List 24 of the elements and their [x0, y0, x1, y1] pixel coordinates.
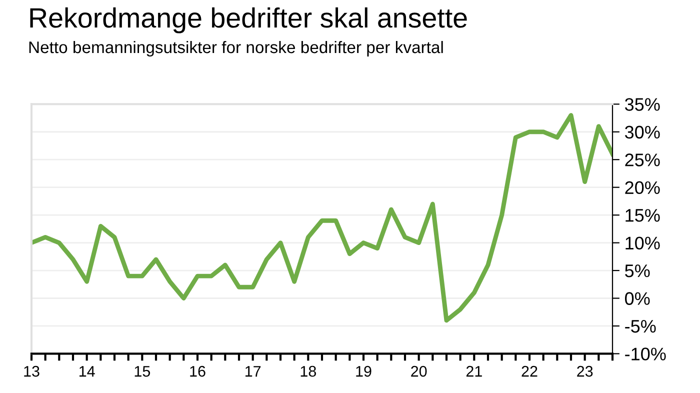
y-tick-label: 10% — [626, 236, 660, 250]
x-tick-label: 22 — [522, 366, 538, 377]
x-tick-label: 20 — [411, 366, 427, 377]
y-tick-label: 15% — [626, 209, 660, 222]
x-tick-label: 16 — [190, 366, 206, 377]
x-tick-label: 17 — [246, 366, 261, 377]
x-tick-label: 19 — [356, 366, 372, 377]
x-tick-label: 13 — [24, 366, 40, 377]
y-tick-label: 35% — [624, 98, 660, 111]
x-tick-label: 18 — [300, 366, 316, 377]
y-tick-label: 0% — [625, 292, 650, 305]
x-tick-label: 15 — [134, 366, 150, 377]
y-tick-label: -10% — [625, 348, 666, 360]
y-tick-label: 30% — [624, 126, 660, 139]
x-tick-label: 21 — [466, 366, 482, 377]
y-tick-label: 20% — [625, 181, 660, 194]
y-tick-label: -5% — [625, 320, 656, 333]
x-tick-label: 23 — [577, 366, 593, 377]
y-tick-label: 25% — [625, 154, 660, 166]
chart-title: Rekordmange bedrifter skal ansette — [30, 7, 467, 34]
y-tick-label: 5% — [625, 264, 650, 278]
x-tick-label: 14 — [80, 366, 95, 377]
chart-subtitle: Netto bemanningsutsikter for norske bedrifter per kvartal — [29, 40, 443, 57]
line-series — [32, 113, 612, 323]
